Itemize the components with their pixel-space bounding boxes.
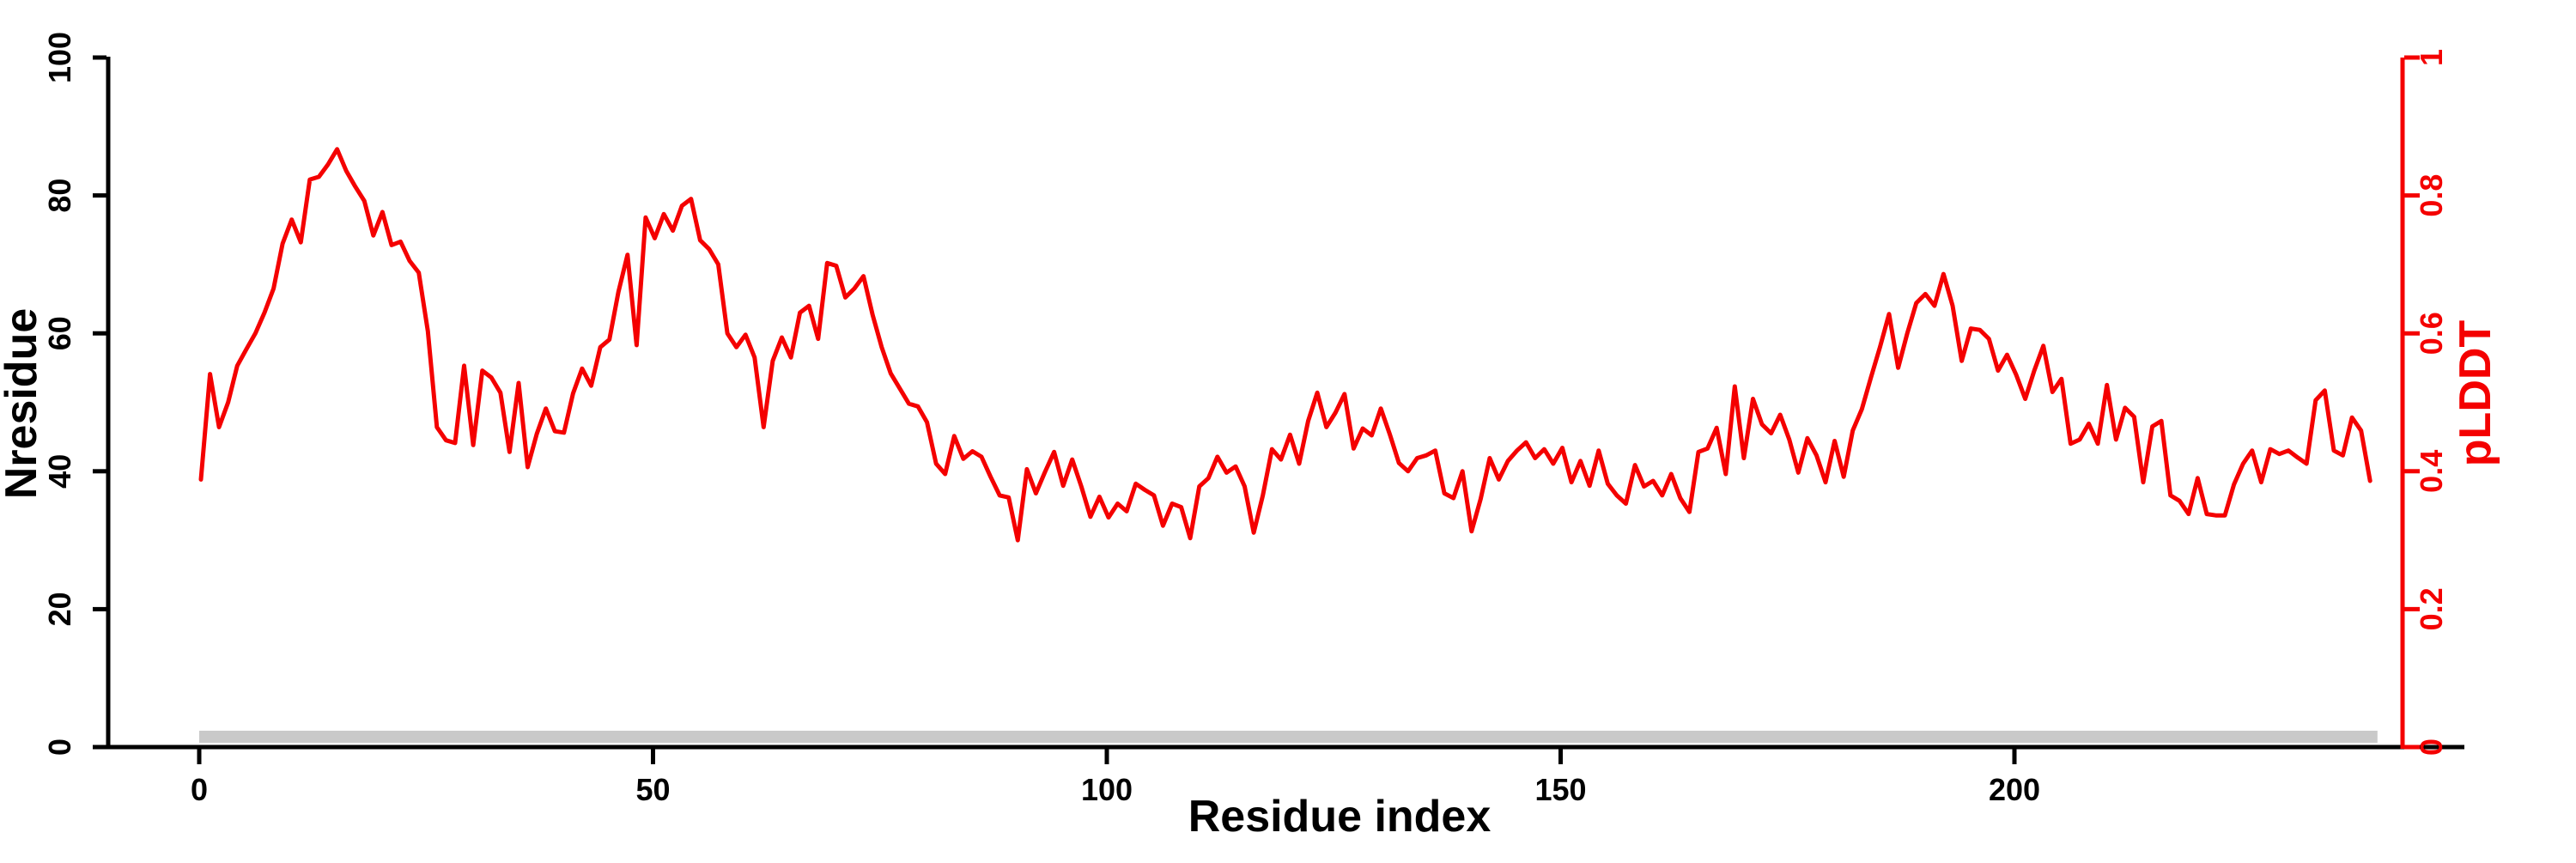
plddt-curve <box>198 147 2372 543</box>
y-axis-right-title: pLDDT <box>2451 320 2500 467</box>
y-axis-right-tick-label: 0.2 <box>2414 587 2449 630</box>
y-axis-left-title: Nresidue <box>0 308 46 500</box>
y-axis-left-tick-label: 100 <box>42 32 77 83</box>
x-axis-tick-label: 200 <box>1989 772 2040 807</box>
chart-content: 0 20 40 60 80 100 0 50 100 150 200 0 0.2 0.4 0.6 0.8 1 <box>42 32 2464 807</box>
x-axis-title: Residue index <box>1188 792 1492 842</box>
y-axis-right-tick-label: 0.4 <box>2414 450 2449 493</box>
y-axis-left-tick-label: 80 <box>42 179 77 213</box>
x-axis-tick-label: 150 <box>1534 772 1586 807</box>
y-axis-right-tick-label: 0.6 <box>2414 312 2449 355</box>
x-axis-tick-label: 100 <box>1081 772 1133 807</box>
y-axis-left-tick-label: 20 <box>42 592 77 626</box>
y-axis-left-tick-label: 60 <box>42 316 77 350</box>
y-axis-right-tick-label: 0 <box>2414 738 2449 756</box>
y-axis-right-tick-label: 0.8 <box>2414 174 2449 217</box>
y-axis-left-tick-label: 0 <box>42 738 77 756</box>
x-axis-tick-label: 50 <box>635 772 670 807</box>
y-axis-left-tick-label: 40 <box>42 454 77 489</box>
gray-annotation-band <box>199 730 2378 743</box>
y-axis-right-tick-label: 1 <box>2414 49 2449 66</box>
x-axis-tick-label: 0 <box>191 772 208 807</box>
